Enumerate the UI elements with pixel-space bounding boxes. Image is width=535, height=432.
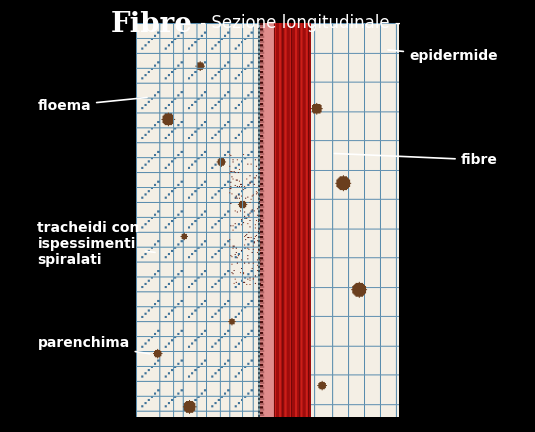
Text: Fibre: Fibre (111, 11, 193, 38)
Text: - Sezione longitudinale -: - Sezione longitudinale - (195, 14, 401, 32)
Text: floema: floema (37, 98, 147, 113)
Text: fibre: fibre (334, 153, 498, 167)
Text: parenchima: parenchima (37, 337, 150, 354)
Text: epidermide: epidermide (388, 49, 498, 63)
Text: tracheidi con
ispessimenti
spiralati: tracheidi con ispessimenti spiralati (37, 221, 155, 267)
